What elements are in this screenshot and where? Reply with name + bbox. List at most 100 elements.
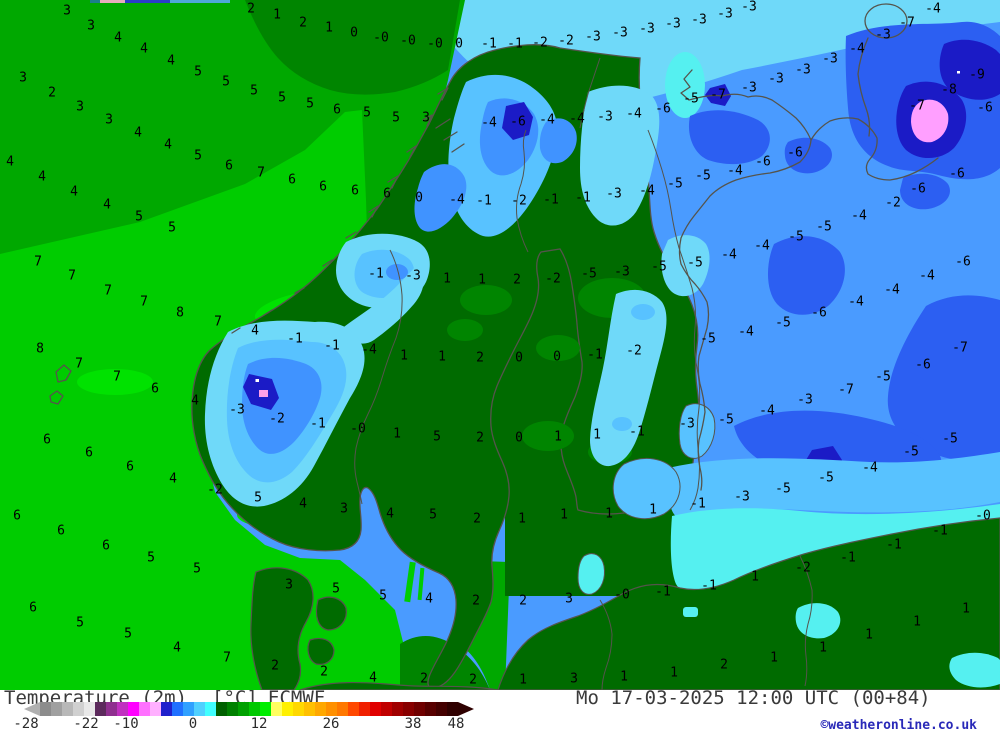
temp-value-label: -3 xyxy=(665,17,681,32)
temp-value-label: -2 xyxy=(532,36,548,51)
colorbar-tick-label: 0 xyxy=(188,716,198,732)
temp-value-label: 5 xyxy=(392,111,400,126)
temp-value-label: -5 xyxy=(775,316,791,331)
temp-value-label: 5 xyxy=(429,508,437,523)
temp-value-label: 5 xyxy=(363,106,371,121)
temp-value-label: 2 xyxy=(473,512,481,527)
temp-value-label: 2 xyxy=(720,658,728,673)
temp-value-label: 0 xyxy=(350,26,358,41)
colorbar-segment xyxy=(84,702,95,716)
temp-value-label: -7 xyxy=(909,99,925,114)
temp-value-label: -4 xyxy=(754,239,770,254)
temp-value-label: -8 xyxy=(941,83,957,98)
temp-value-label: 1 xyxy=(670,666,678,681)
temp-value-label: -5 xyxy=(718,413,734,428)
temp-value-label: -4 xyxy=(569,112,585,127)
colorbar-segment xyxy=(260,702,271,716)
temp-value-label: 3 xyxy=(285,578,293,593)
colorbar-segment xyxy=(161,702,172,716)
temp-value-label: 1 xyxy=(443,272,451,287)
temp-value-label: 5 xyxy=(379,589,387,604)
temp-value-label: -0 xyxy=(975,509,991,524)
temp-value-label: -2 xyxy=(269,412,285,427)
temp-value-label: 5 xyxy=(306,97,314,112)
temp-value-label: 1 xyxy=(560,508,568,523)
temp-value-label: -1 xyxy=(840,551,856,566)
temp-value-label: -6 xyxy=(910,182,926,197)
temp-value-label: -6 xyxy=(955,255,971,270)
temp-value-label: 5 xyxy=(194,149,202,164)
temp-value-label: 6 xyxy=(85,446,93,461)
colorbar-segment xyxy=(414,702,425,716)
temp-value-label: -5 xyxy=(775,482,791,497)
colorbar-tick-label: -28 xyxy=(13,716,39,732)
temp-value-label: -5 xyxy=(695,169,711,184)
temp-value-label: -7 xyxy=(952,341,968,356)
colorbar-segment xyxy=(106,702,117,716)
temp-value-label: 5 xyxy=(147,551,155,566)
temp-value-label: 1 xyxy=(865,628,873,643)
colorbar-segment xyxy=(359,702,370,716)
temp-value-label: 0 xyxy=(415,191,423,206)
temp-value-label: -1 xyxy=(587,348,603,363)
temp-value-label: -6 xyxy=(655,102,671,117)
temp-value-label: 5 xyxy=(278,91,286,106)
temp-value-label: 7 xyxy=(104,284,112,299)
temp-value-label: 1 xyxy=(478,273,486,288)
colorbar-segments xyxy=(40,702,458,716)
temp-value-label: 0 xyxy=(515,351,523,366)
temp-value-label: 4 xyxy=(169,472,177,487)
temp-value-label: -0 xyxy=(373,31,389,46)
colorbar-segment xyxy=(249,702,260,716)
temp-value-label: -3 xyxy=(612,26,628,41)
temp-value-label: 0 xyxy=(515,431,523,446)
temp-value-label: -4 xyxy=(727,164,743,179)
temp-value-label: 3 xyxy=(340,502,348,517)
colorbar-segment xyxy=(205,702,216,716)
colorbar-segment xyxy=(216,702,227,716)
temp-value-label: 5 xyxy=(124,627,132,642)
colorbar-segment xyxy=(337,702,348,716)
temp-value-label: -3 xyxy=(691,13,707,28)
temp-value-label: 2 xyxy=(476,431,484,446)
temp-value-label: 7 xyxy=(113,370,121,385)
temp-value-label: -5 xyxy=(683,92,699,107)
temp-value-label: 3 xyxy=(105,113,113,128)
colorbar-segment xyxy=(326,702,337,716)
colorbar-tick-label: 38 xyxy=(404,716,422,732)
temp-value-label: -7 xyxy=(838,383,854,398)
temp-value-label: -3 xyxy=(717,7,733,22)
map-region-southeast xyxy=(497,452,1000,690)
temp-value-label: 3 xyxy=(19,71,27,86)
temp-value-label: -4 xyxy=(738,325,754,340)
temp-value-label: -0 xyxy=(350,422,366,437)
temp-value-label: 2 xyxy=(271,659,279,674)
temp-value-label: -4 xyxy=(639,184,655,199)
temp-value-label: -4 xyxy=(848,295,864,310)
temp-value-label: 4 xyxy=(173,641,181,656)
temp-value-label: -5 xyxy=(942,432,958,447)
temp-value-label: 4 xyxy=(167,54,175,69)
temp-value-label: -2 xyxy=(795,561,811,576)
temp-value-label: 1 xyxy=(393,427,401,442)
temp-value-label: -5 xyxy=(700,332,716,347)
temp-value-label: -3 xyxy=(875,28,891,43)
colorbar-segment xyxy=(194,702,205,716)
temp-value-label: 6 xyxy=(151,382,159,397)
temp-value-label: -4 xyxy=(851,209,867,224)
colorbar-segment xyxy=(304,702,315,716)
temp-value-label: -3 xyxy=(597,110,613,125)
temp-value-label: -1 xyxy=(476,194,492,209)
temp-value-label: -2 xyxy=(207,483,223,498)
colorbar-segment xyxy=(51,702,62,716)
temp-value-label: 4 xyxy=(425,592,433,607)
temp-value-label: 3 xyxy=(63,4,71,19)
temp-value-label: 4 xyxy=(164,138,172,153)
temp-value-label: 6 xyxy=(29,601,37,616)
temp-value-label: -3 xyxy=(795,63,811,78)
map-region-denmark xyxy=(250,567,499,690)
temp-value-label: 3 xyxy=(565,592,573,607)
temp-value-label: 6 xyxy=(288,173,296,188)
temp-value-label: 1 xyxy=(519,673,527,688)
temp-value-label: -3 xyxy=(741,81,757,96)
